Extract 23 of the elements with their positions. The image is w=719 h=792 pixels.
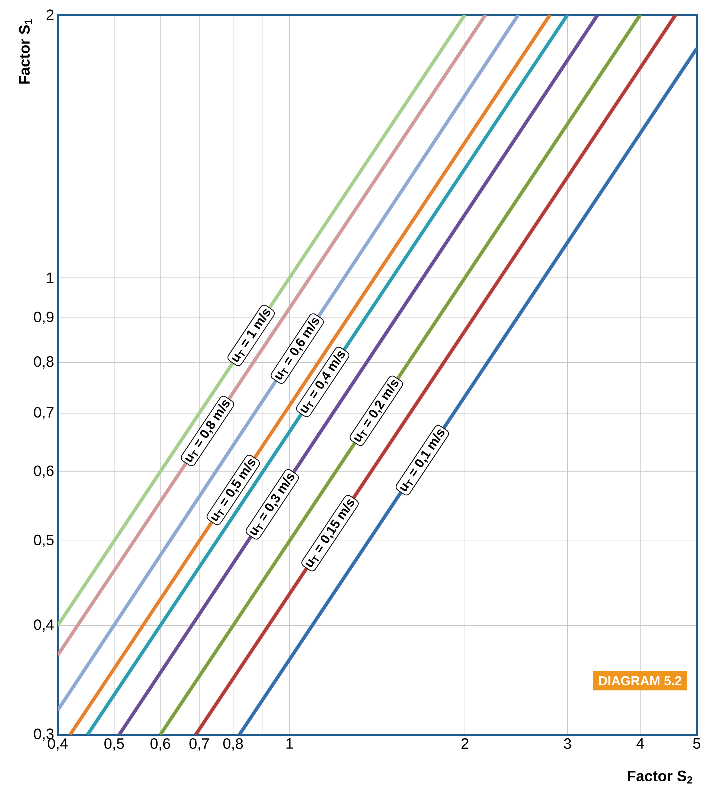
y-tick-label: 0,4 <box>34 620 54 632</box>
text: u$_{T}$ = 1 m/s <box>232 309 271 362</box>
y-tick-label: 1 <box>47 272 54 284</box>
y-tick-label: 0,5 <box>34 534 54 548</box>
y-tick-label: 0,8 <box>34 356 54 369</box>
text: u$_{T}$ = 0,1 m/s <box>400 430 445 492</box>
y-axis-title: Factor S$_{1}$ <box>19 19 32 84</box>
x-tick-label: 1 <box>286 738 294 749</box>
y-tick-label: 0,7 <box>34 407 54 420</box>
x-tick-label: 0,7 <box>190 738 210 751</box>
y-tick-label: 0,9 <box>34 312 54 324</box>
x-tick-label: 2 <box>462 738 469 750</box>
x-tick-label: 3 <box>564 738 572 750</box>
x-tick-label: 0,8 <box>224 738 244 751</box>
x-tick-label: 4 <box>636 738 644 749</box>
x-tick-label: 0,5 <box>104 738 124 751</box>
x-tick-label: 5 <box>693 738 701 749</box>
y-tick-label: 0,6 <box>34 466 54 478</box>
annotation: DIAGRAM 5.2 <box>599 676 682 686</box>
y-tick-label: 2 <box>46 10 54 20</box>
text: u$_{T}$ = 0,2 m/s <box>354 380 399 442</box>
x-axis-title: Factor S$_{2}$ <box>628 770 693 784</box>
x-tick-label: 0,6 <box>150 738 170 751</box>
